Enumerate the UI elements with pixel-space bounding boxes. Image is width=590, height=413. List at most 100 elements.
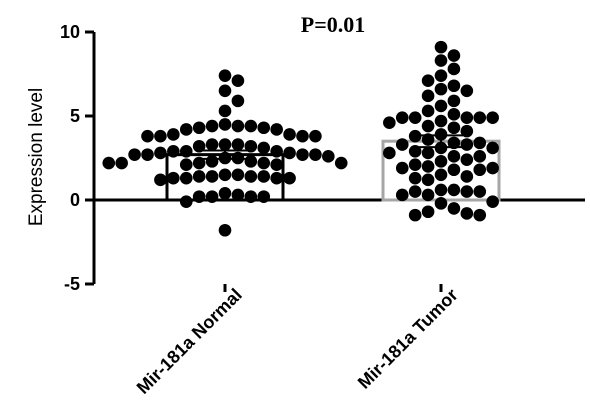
data-point <box>434 128 448 141</box>
data-point <box>421 160 435 173</box>
data-point <box>434 141 448 155</box>
data-point <box>167 171 180 185</box>
data-point <box>244 190 258 203</box>
data-point <box>486 161 499 175</box>
data-point <box>167 144 180 158</box>
data-point <box>270 144 283 158</box>
data-point <box>296 148 309 161</box>
data-point <box>395 138 409 151</box>
data-point <box>460 111 474 124</box>
data-point <box>257 170 271 183</box>
x-category-label: Mir-181a Tumor <box>354 285 462 393</box>
data-point <box>257 190 271 203</box>
data-point <box>473 208 487 222</box>
data-point <box>309 129 322 143</box>
data-point <box>447 136 461 150</box>
data-point <box>434 54 448 67</box>
data-point <box>447 121 461 135</box>
data-point <box>383 116 396 130</box>
data-point <box>408 111 422 124</box>
data-point <box>179 144 193 158</box>
data-point <box>192 121 206 135</box>
data-point <box>309 148 322 161</box>
data-point <box>154 129 167 143</box>
data-point <box>179 158 193 172</box>
data-point <box>473 163 487 177</box>
data-point <box>486 111 499 124</box>
y-axis-label: Expression level <box>26 88 47 226</box>
data-point <box>408 208 422 222</box>
data-point <box>408 171 422 185</box>
y-tick-label: -5 <box>64 274 80 294</box>
data-point <box>231 119 245 133</box>
data-point <box>192 190 206 203</box>
data-point <box>421 146 435 160</box>
data-point <box>460 185 474 198</box>
data-point <box>473 150 487 163</box>
data-point <box>244 155 258 168</box>
data-point <box>434 69 448 82</box>
data-point <box>408 158 422 172</box>
data-point <box>460 124 474 138</box>
data-point <box>447 202 461 215</box>
data-point <box>218 118 232 131</box>
data-point <box>218 104 232 118</box>
data-point <box>115 156 128 170</box>
data-point <box>192 139 206 153</box>
data-point <box>218 138 232 151</box>
data-point <box>434 183 448 197</box>
data-point <box>231 74 245 88</box>
data-point <box>421 205 435 219</box>
data-point <box>270 158 283 172</box>
data-point <box>218 69 232 82</box>
data-point <box>128 148 141 161</box>
data-point <box>421 133 435 146</box>
data-point <box>283 171 296 185</box>
data-point <box>421 89 435 103</box>
data-point <box>179 123 193 136</box>
data-point <box>434 197 448 210</box>
data-point <box>231 94 245 108</box>
data-point <box>421 188 435 202</box>
data-point <box>205 119 219 133</box>
data-point <box>447 150 461 163</box>
data-point <box>154 146 167 160</box>
data-point <box>460 170 474 183</box>
data-point <box>434 82 448 96</box>
data-point <box>447 94 461 108</box>
data-point <box>231 168 245 182</box>
data-point <box>218 151 232 165</box>
data-point <box>421 104 435 118</box>
y-tick-label: 5 <box>70 106 80 126</box>
data-point <box>231 151 245 165</box>
chart-title: P=0.01 <box>301 12 365 37</box>
y-tick-label: 10 <box>60 22 80 42</box>
x-category-label: Mir-181a Normal <box>133 285 246 398</box>
data-point <box>205 170 219 183</box>
data-point <box>434 99 448 113</box>
data-point <box>192 170 206 183</box>
data-point <box>383 146 396 160</box>
data-point <box>460 84 474 98</box>
data-point <box>334 156 348 170</box>
data-point <box>473 136 487 150</box>
data-point <box>322 150 335 163</box>
data-point <box>296 129 309 143</box>
data-point <box>447 108 461 121</box>
data-point <box>192 156 206 170</box>
data-point <box>408 185 422 198</box>
data-point <box>447 163 461 177</box>
data-point <box>434 114 448 128</box>
data-point <box>421 173 435 187</box>
data-point <box>434 155 448 168</box>
data-point <box>434 40 448 54</box>
y-tick-label: 0 <box>70 190 80 210</box>
data-point <box>179 171 193 185</box>
data-point <box>154 173 167 187</box>
data-point <box>473 111 487 124</box>
data-point <box>447 183 461 197</box>
data-point <box>270 171 283 185</box>
data-point <box>408 129 422 143</box>
data-point <box>257 156 271 170</box>
data-point <box>395 111 409 124</box>
